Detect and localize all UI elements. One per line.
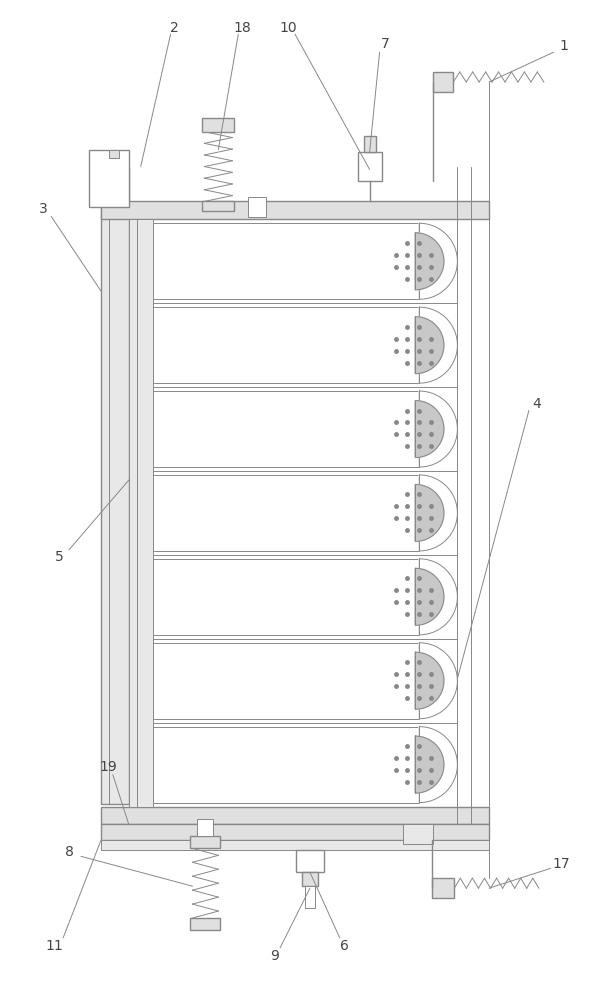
Bar [364,136,375,152]
Text: 18: 18 [234,21,251,35]
Bar [109,150,119,158]
Bar [152,223,419,299]
Bar [129,219,152,807]
Text: 4: 4 [533,397,541,411]
Text: 19: 19 [99,760,117,774]
Bar [296,850,324,872]
Bar [101,824,489,840]
Text: 1: 1 [559,39,568,53]
Bar [190,836,221,848]
Polygon shape [419,475,457,551]
Bar [403,824,433,844]
Text: 5: 5 [55,550,63,564]
Bar [152,307,419,383]
Text: 8: 8 [65,845,74,859]
Bar [432,878,454,898]
Polygon shape [416,317,444,374]
Text: 17: 17 [552,857,569,871]
Bar [152,559,419,635]
Bar [305,886,315,908]
Polygon shape [419,559,457,635]
Bar [101,840,489,850]
Bar [152,727,419,803]
Polygon shape [419,391,457,467]
Polygon shape [416,736,444,793]
Text: 2: 2 [170,21,179,35]
Polygon shape [419,223,457,299]
Bar [152,475,419,551]
Bar [202,201,234,211]
Text: 11: 11 [45,939,63,953]
Text: 6: 6 [340,939,349,953]
Bar [302,872,318,886]
Bar [89,150,129,207]
Bar [433,72,453,92]
Polygon shape [419,307,457,383]
Bar [190,918,221,930]
Bar [152,391,419,467]
Bar [358,152,382,181]
Polygon shape [419,643,457,719]
Bar [101,807,489,824]
Text: 7: 7 [381,37,390,51]
Polygon shape [416,652,444,709]
Bar [202,118,234,132]
Text: 10: 10 [279,21,297,35]
Text: 3: 3 [39,202,47,216]
Polygon shape [416,401,444,458]
Polygon shape [416,233,444,290]
Polygon shape [416,484,444,541]
Bar [248,197,266,217]
Text: 9: 9 [270,949,279,963]
Polygon shape [416,568,444,625]
Bar [197,819,213,836]
Polygon shape [419,727,457,803]
Bar [101,201,489,219]
Bar [152,643,419,719]
Bar [101,167,129,804]
